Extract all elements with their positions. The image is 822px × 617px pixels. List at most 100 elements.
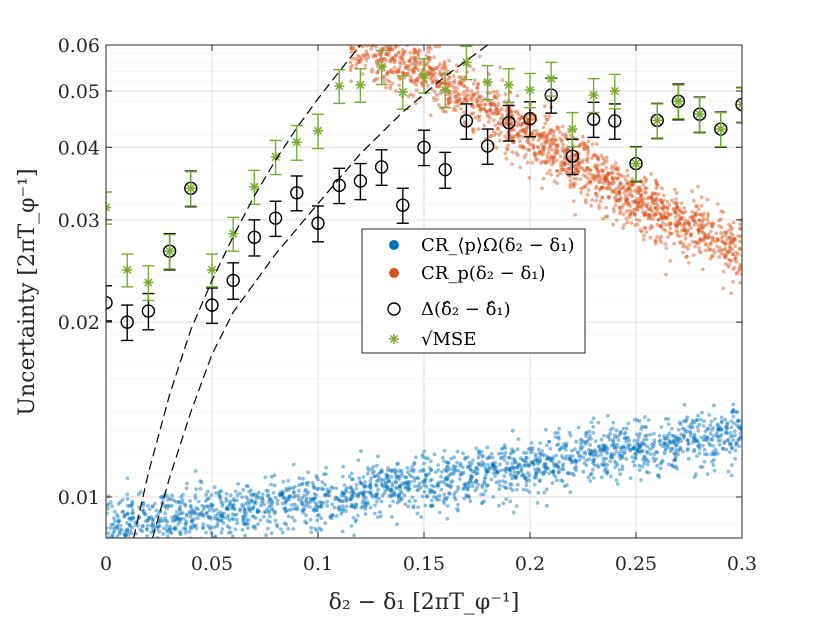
scatter-point <box>698 238 703 243</box>
scatter-point <box>456 103 461 108</box>
scatter-point <box>435 97 439 102</box>
scatter-point <box>145 534 149 538</box>
scatter-point <box>160 495 165 499</box>
scatter-point <box>368 491 373 496</box>
scatter-point <box>356 54 360 59</box>
scatter-point <box>313 496 318 500</box>
scatter-point <box>481 106 486 111</box>
scatter-point <box>702 447 707 452</box>
scatter-point <box>554 453 559 458</box>
scatter-point <box>609 170 614 175</box>
scatter-point <box>340 499 344 503</box>
scatter-point <box>354 502 359 507</box>
scatter-point <box>129 531 134 536</box>
scatter-point <box>549 154 554 158</box>
scatter-point <box>733 456 738 461</box>
scatter-point <box>636 190 641 195</box>
scatter-point <box>544 443 549 448</box>
scatter-point <box>459 472 464 477</box>
scatter-point <box>718 434 723 439</box>
scatter-point <box>737 268 741 273</box>
scatter-point <box>314 475 319 480</box>
scatter-point <box>476 94 481 99</box>
data-point <box>397 87 408 98</box>
scatter-point <box>601 217 605 221</box>
scatter-point <box>525 118 530 123</box>
scatter-point <box>429 483 434 488</box>
scatter-point <box>670 463 674 467</box>
scatter-point <box>714 449 718 454</box>
scatter-point <box>415 77 419 81</box>
scatter-point <box>235 521 240 526</box>
legend-marker-estimate <box>387 302 401 316</box>
scatter-point <box>602 176 607 181</box>
scatter-point <box>494 106 498 111</box>
scatter-point <box>220 514 225 519</box>
scatter-point <box>592 152 596 157</box>
scatter-point <box>425 61 430 66</box>
scatter-point <box>395 522 399 527</box>
scatter-point <box>621 444 626 449</box>
scatter-point <box>563 167 568 172</box>
data-point <box>609 85 620 96</box>
scatter-point <box>543 469 548 474</box>
scatter-point <box>719 420 724 425</box>
scatter-point <box>287 494 292 499</box>
scatter-point <box>580 158 585 163</box>
scatter-point <box>405 470 410 475</box>
scatter-point <box>494 146 499 150</box>
scatter-point <box>563 132 568 137</box>
scatter-point <box>473 78 477 82</box>
scatter-point <box>738 435 742 440</box>
scatter-point <box>706 426 710 431</box>
scatter-point <box>371 464 376 469</box>
scatter-point <box>599 475 604 480</box>
scatter-point <box>731 238 736 242</box>
scatter-point <box>192 511 197 515</box>
scatter-point <box>674 439 679 443</box>
scatter-point <box>496 101 501 106</box>
scatter-point <box>555 151 560 156</box>
scatter-point <box>385 485 389 490</box>
scatter-point <box>614 478 619 483</box>
scatter-point <box>625 202 630 207</box>
scatter-point <box>219 513 223 518</box>
scatter-point <box>578 458 582 462</box>
scatter-point <box>524 479 529 484</box>
scatter-point <box>478 108 483 113</box>
scatter-point <box>183 530 188 535</box>
scatter-point <box>556 469 561 474</box>
scatter-point <box>407 32 411 36</box>
scatter-point <box>719 415 724 420</box>
scatter-point <box>509 109 513 114</box>
scatter-point <box>645 450 650 455</box>
scatter-point <box>648 235 653 240</box>
scatter-point <box>404 475 408 480</box>
scatter-point <box>459 80 464 85</box>
scatter-point <box>310 480 315 485</box>
scatter-point <box>700 230 705 235</box>
scatter-point <box>344 495 349 500</box>
scatter-point <box>436 468 441 472</box>
scatter-point <box>629 221 634 225</box>
scatter-point <box>461 92 465 96</box>
scatter-point <box>573 458 578 463</box>
scatter-point <box>630 455 635 460</box>
scatter-point <box>507 467 512 472</box>
scatter-point <box>446 461 451 465</box>
scatter-point <box>284 498 289 503</box>
scatter-point <box>396 461 400 466</box>
scatter-point <box>245 522 250 527</box>
scatter-point <box>572 466 577 471</box>
scatter-point <box>261 498 265 503</box>
scatter-point <box>607 437 612 442</box>
scatter-point <box>474 446 479 451</box>
scatter-point <box>192 540 196 544</box>
scatter-point <box>723 417 727 422</box>
scatter-point <box>658 212 663 216</box>
scatter-point <box>618 472 623 477</box>
scatter-point <box>738 246 742 251</box>
scatter-point <box>233 489 238 494</box>
scatter-point <box>259 503 263 508</box>
scatter-point <box>689 434 693 439</box>
